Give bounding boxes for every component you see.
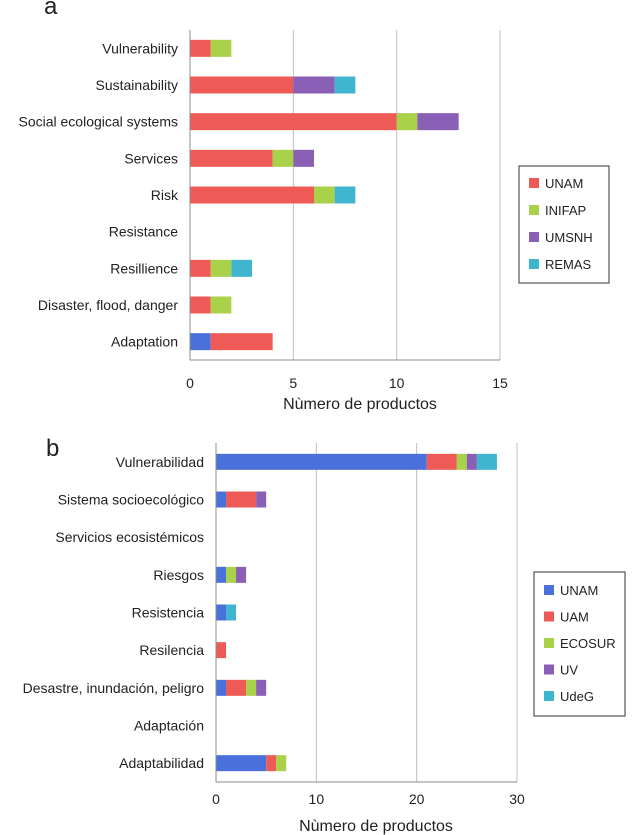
bar-segment	[334, 186, 356, 204]
bar-segment	[272, 149, 294, 167]
legend-label: UdeG	[560, 689, 594, 704]
bar-segment	[256, 679, 267, 696]
x-tick-label: 10	[389, 375, 405, 391]
category-label: Riesgos	[153, 567, 204, 583]
category-label: Social ecological systems	[18, 114, 178, 130]
bar-segment	[210, 39, 232, 57]
category-label: Vulnerability	[102, 40, 178, 56]
bar-segment	[216, 491, 227, 508]
category-label: Adaptación	[134, 718, 204, 734]
panel-label: a	[44, 0, 58, 20]
category-label: Desastre, inundación, peligro	[23, 680, 205, 696]
bar-segment	[293, 149, 314, 167]
x-tick-label: 30	[509, 791, 525, 807]
bar-segment	[426, 453, 457, 470]
category-label: Risk	[151, 187, 179, 203]
bar-segment	[396, 113, 418, 131]
category-label: Resillience	[110, 260, 178, 276]
x-tick-label: 0	[186, 375, 194, 391]
category-label: Resistance	[109, 224, 178, 240]
chart-panel-b: b Vulnerabilidad Sistema socioecológico Ser…	[23, 435, 626, 835]
bar-segment	[256, 491, 267, 508]
bar-segment	[190, 186, 314, 204]
category-label: Resistencia	[132, 605, 205, 621]
bar-segment	[417, 113, 459, 131]
legend: UNAM UAM ECOSUR UV UdeG	[533, 571, 626, 717]
bar-segment	[236, 566, 247, 583]
category-label: Resilencia	[139, 642, 204, 658]
bar-segment	[293, 76, 335, 94]
legend-swatch	[544, 585, 554, 595]
category-label: Services	[124, 150, 178, 166]
legend-label: UNAM	[545, 176, 583, 191]
bar-segment	[226, 491, 257, 508]
category-label: Vulnerabilidad	[116, 454, 204, 470]
bar-segment	[190, 39, 211, 57]
bar-segment	[216, 453, 427, 470]
bar-segment	[476, 453, 497, 470]
category-label: Disaster, flood, danger	[38, 297, 178, 313]
legend-swatch	[544, 691, 554, 701]
bar-segment	[216, 566, 227, 583]
bar-segment	[466, 453, 477, 470]
legend-swatch	[529, 205, 539, 215]
bar-segment	[226, 566, 237, 583]
bar-segment	[276, 755, 287, 772]
x-axis-title: Nùmero de productos	[299, 818, 453, 835]
bar-segment	[216, 679, 227, 696]
category-label: Sistema socioecológico	[58, 492, 205, 508]
x-tick-label: 20	[409, 791, 425, 807]
legend-swatch	[544, 664, 554, 675]
category-label: Adaptation	[111, 334, 178, 350]
bar-segment	[216, 755, 267, 772]
x-tick-label: 5	[289, 375, 297, 391]
bar-segment	[456, 453, 467, 470]
x-tick-label: 15	[492, 375, 508, 391]
bar-segment	[190, 333, 211, 351]
legend-swatch	[529, 259, 539, 269]
bar-segment	[210, 259, 232, 277]
legend-swatch	[529, 232, 539, 242]
bar-segment	[266, 755, 277, 772]
category-label: Adaptabilidad	[119, 755, 204, 771]
legend-label: ECOSUR	[560, 636, 616, 651]
legend-label: UAM	[560, 610, 589, 625]
legend-label: UNAM	[560, 583, 598, 598]
category-label: Servicios ecosistémicos	[55, 529, 204, 545]
legend-label: REMAS	[545, 257, 592, 272]
bar-segment	[314, 186, 335, 204]
legend-swatch	[544, 638, 554, 648]
legend-label: UMSNH	[545, 230, 593, 245]
x-tick-label: 0	[212, 791, 220, 807]
bar-segment	[334, 76, 356, 94]
bar-segment	[190, 113, 397, 131]
legend-label: UV	[560, 663, 578, 678]
legend-label: INIFAP	[545, 203, 586, 218]
bar-segment	[190, 296, 211, 314]
chart-panel-a: a Vulnerability Sustainability Social ecolo…	[18, 0, 610, 413]
legend-swatch	[544, 611, 554, 622]
legend: UNAM INIFAP UMSNH REMAS	[518, 165, 610, 284]
bar-segment	[190, 149, 273, 167]
bar-segment	[190, 259, 211, 277]
bar-segment	[226, 604, 237, 621]
bar-segment	[226, 679, 247, 696]
bar-segment	[231, 259, 252, 277]
x-axis-title: Nùmero de productos	[283, 396, 437, 413]
category-label: Sustainability	[96, 77, 179, 93]
x-tick-label: 10	[309, 791, 325, 807]
bar-segment	[246, 679, 257, 696]
legend-swatch	[529, 178, 539, 188]
bar-segment	[216, 604, 227, 621]
panel-label: b	[46, 435, 59, 462]
bar-segment	[210, 333, 273, 351]
bar-segment	[190, 76, 294, 94]
bar-segment	[216, 642, 227, 659]
bar-segment	[210, 296, 232, 314]
